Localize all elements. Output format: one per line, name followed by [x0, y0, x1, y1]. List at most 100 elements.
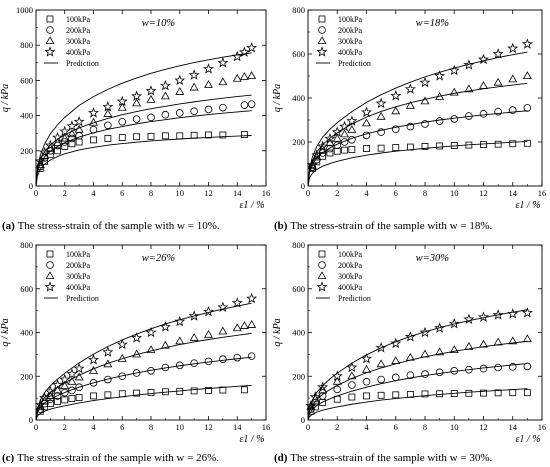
panel-d: 0 2 4 6 8 10 12 14 16 0 200 400 600 800 ε1 / % q / kPa 1…: [272, 240, 546, 464]
legend-marker-300kPa: [317, 271, 327, 279]
data-point-300kPa: [347, 125, 357, 133]
data-point-300kPa: [376, 359, 386, 368]
data-point-200kPa: [362, 131, 371, 140]
x-tick-label: 4: [364, 422, 369, 432]
data-point-400kPa: [88, 107, 99, 118]
data-point-300kPa: [247, 320, 257, 328]
data-point-300kPa: [204, 329, 213, 338]
data-point-100kPa: [190, 387, 198, 395]
y-tick-label: 800: [292, 5, 305, 15]
y-axis-label: q / kPa: [272, 84, 283, 112]
data-point-400kPa: [361, 353, 372, 364]
x-tick-label: 2: [335, 188, 339, 198]
data-point-300kPa: [362, 118, 371, 127]
data-point-300kPa: [204, 79, 213, 88]
data-point-300kPa: [232, 323, 242, 332]
caption-text: The stress-strain of the sample with w =…: [18, 220, 220, 232]
data-point-200kPa: [240, 101, 249, 109]
y-tick-label: 600: [20, 284, 33, 294]
data-point-100kPa: [205, 387, 212, 394]
data-point-400kPa: [311, 149, 323, 160]
data-point-300kPa: [449, 87, 459, 96]
data-point-100kPa: [450, 390, 458, 397]
data-point-300kPa: [464, 84, 474, 93]
data-point-100kPa: [333, 147, 341, 155]
data-point-200kPa: [247, 100, 256, 108]
data-point-200kPa: [391, 125, 400, 134]
legend-label: 300kPa: [66, 37, 90, 46]
panel-c: 0 2 4 6 8 10 12 14 16 0 200 400 600 800 ε1 / % q / kPa 1…: [0, 240, 270, 464]
x-tick-label: 6: [394, 188, 398, 198]
x-tick-label: 14: [509, 422, 518, 432]
y-tick-label: 200: [20, 371, 33, 381]
data-point-100kPa: [241, 131, 248, 139]
x-tick-label: 6: [394, 422, 398, 432]
data-point-300kPa: [74, 124, 84, 133]
data-point-400kPa: [339, 120, 351, 132]
x-tick-label: 16: [538, 422, 547, 432]
data-point-100kPa: [436, 142, 444, 150]
legend-marker-200kPa: [318, 261, 326, 269]
data-point-400kPa: [73, 362, 85, 374]
data-point-400kPa: [203, 305, 214, 317]
data-point-200kPa: [190, 359, 198, 367]
data-point-300kPa: [132, 98, 142, 107]
data-point-100kPa: [176, 132, 184, 140]
data-point-300kPa: [376, 111, 386, 120]
legend-label: 100kPa: [338, 15, 362, 24]
data-point-400kPa: [231, 50, 243, 62]
data-point-300kPa: [218, 326, 228, 335]
data-point-200kPa: [421, 120, 429, 128]
panel-caption: (c) The stress-strain of the sample with…: [2, 452, 219, 464]
legend-label: 400kPa: [66, 283, 90, 292]
data-point-300kPa: [67, 376, 77, 385]
data-point-300kPa: [175, 87, 185, 95]
data-point-300kPa: [332, 133, 342, 142]
data-point-200kPa: [508, 106, 517, 114]
data-point-200kPa: [68, 134, 76, 143]
data-point-400kPa: [448, 318, 460, 329]
prediction-line-300kPa: [36, 332, 252, 420]
prediction-line-400kPa: [36, 302, 252, 420]
y-tick-label: 1000: [16, 5, 33, 15]
moisture-annotation: w=18%: [416, 18, 450, 29]
data-point-400kPa: [52, 131, 64, 143]
legend-marker-200kPa: [46, 261, 54, 269]
data-point-300kPa: [53, 138, 63, 146]
data-point-100kPa: [392, 144, 400, 151]
data-point-400kPa: [390, 90, 402, 101]
data-point-300kPa: [318, 385, 328, 394]
data-point-200kPa: [523, 104, 532, 112]
data-point-200kPa: [523, 362, 532, 371]
legend-marker-200kPa: [318, 26, 326, 34]
x-tick-label: 12: [204, 188, 213, 198]
data-point-200kPa: [190, 107, 198, 115]
x-axis-label: ε1 / %: [239, 434, 264, 445]
data-point-300kPa: [479, 339, 488, 348]
data-point-100kPa: [523, 389, 531, 397]
x-tick-label: 8: [423, 422, 427, 432]
data-point-100kPa: [118, 134, 126, 142]
data-point-300kPa: [53, 385, 63, 394]
data-point-100kPa: [363, 392, 370, 400]
data-point-400kPa: [375, 342, 387, 353]
y-tick-label: 800: [20, 40, 33, 50]
caption-tag: (b): [274, 220, 290, 232]
data-point-100kPa: [523, 139, 531, 147]
data-point-200kPa: [104, 375, 112, 384]
y-tick-label: 0: [301, 181, 305, 191]
data-point-400kPa: [419, 326, 431, 338]
data-point-400kPa: [324, 132, 336, 144]
data-point-300kPa: [232, 73, 242, 82]
data-point-300kPa: [362, 364, 371, 373]
data-point-100kPa: [90, 136, 97, 144]
data-point-200kPa: [435, 117, 444, 125]
legend-label: 200kPa: [338, 261, 362, 270]
caption-tag: (d): [274, 452, 290, 464]
data-point-200kPa: [89, 125, 98, 134]
data-point-200kPa: [204, 105, 213, 114]
data-point-200kPa: [147, 366, 155, 375]
legend-label: 300kPa: [338, 37, 362, 46]
data-point-100kPa: [104, 391, 112, 399]
data-point-100kPa: [219, 131, 227, 139]
